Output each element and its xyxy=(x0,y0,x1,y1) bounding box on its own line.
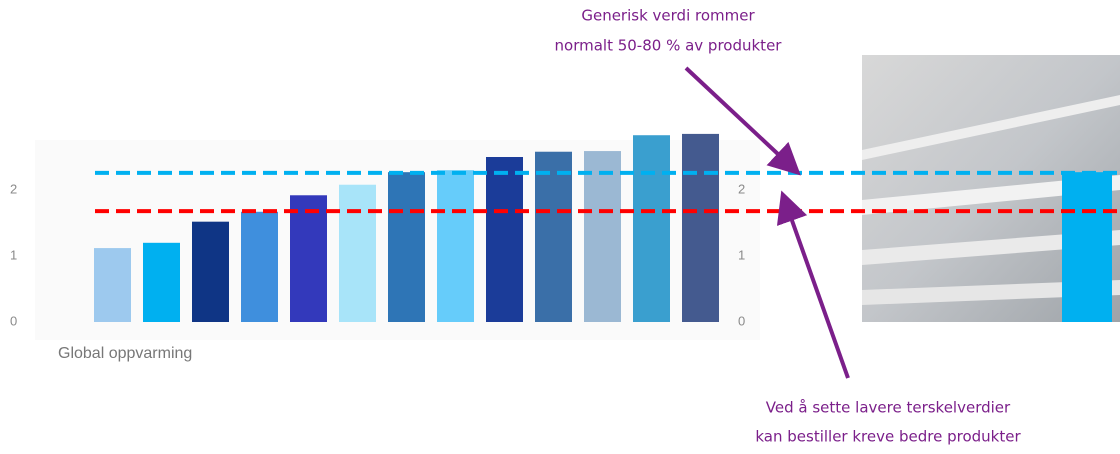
bar xyxy=(535,151,572,322)
annotation: kan bestiller kreve bedre produkter xyxy=(755,428,1021,446)
y2-tick-label: 2 xyxy=(738,181,745,196)
bar xyxy=(94,248,131,322)
arrow xyxy=(684,66,801,176)
bar xyxy=(143,242,180,322)
y-tick-label: 1 xyxy=(10,247,17,262)
bar xyxy=(486,157,523,322)
bar xyxy=(584,151,621,322)
bar xyxy=(437,170,474,322)
bar xyxy=(241,211,278,322)
bar xyxy=(388,172,425,322)
annotation: normalt 50-80 % av produkter xyxy=(555,37,783,55)
highlight-bar xyxy=(1062,172,1112,322)
y2-tick-label: 0 xyxy=(738,313,745,328)
annotation: Generisk verdi rommer xyxy=(581,7,755,25)
bar xyxy=(339,184,376,322)
bar xyxy=(290,195,327,322)
y-tick-label: 2 xyxy=(10,181,17,196)
x-axis-label: Global oppvarming xyxy=(58,345,192,362)
y2-tick-label: 1 xyxy=(738,247,745,262)
annotation: Ved å sette lavere terskelverdier xyxy=(766,399,1011,417)
y-tick-label: 0 xyxy=(10,313,17,328)
arrow xyxy=(776,190,850,379)
bar xyxy=(633,135,670,322)
bar xyxy=(192,221,229,322)
bar xyxy=(682,133,719,322)
